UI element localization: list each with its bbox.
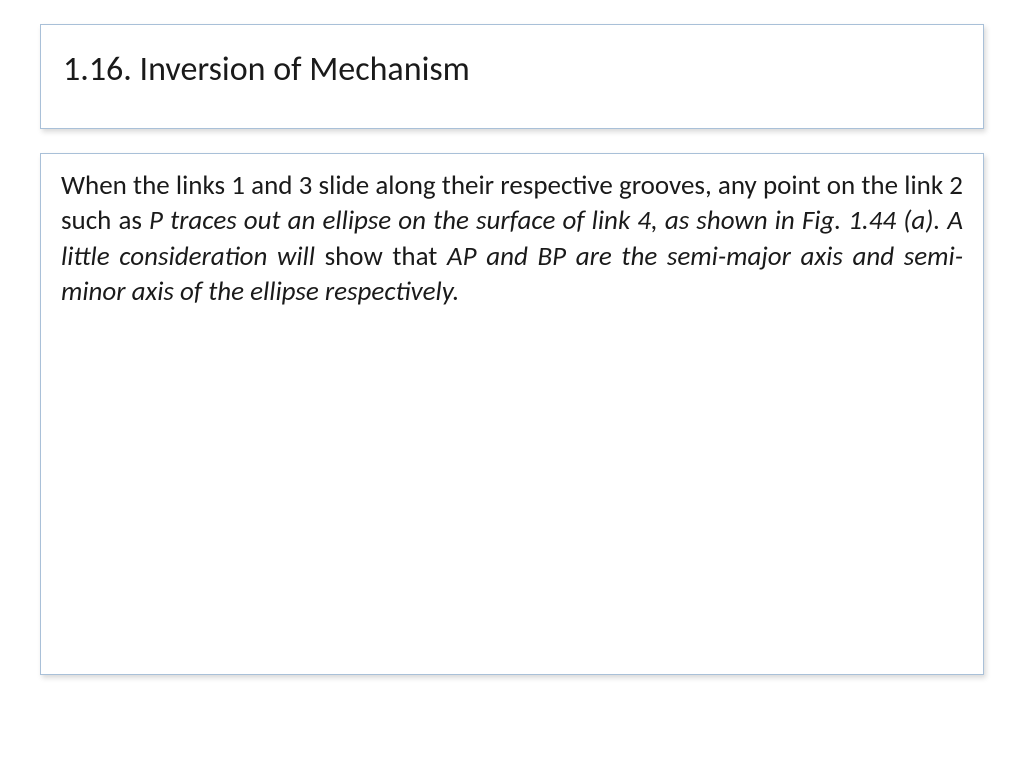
slide: 1.16. Inversion of Mechanism When the li… — [0, 0, 1024, 768]
body-seg-3: show that — [325, 240, 447, 273]
body-box: When the links 1 and 3 slide along their… — [40, 153, 984, 675]
title-box: 1.16. Inversion of Mechanism — [40, 24, 984, 129]
body-paragraph: When the links 1 and 3 slide along their… — [61, 168, 963, 308]
slide-title: 1.16. Inversion of Mechanism — [63, 51, 961, 88]
